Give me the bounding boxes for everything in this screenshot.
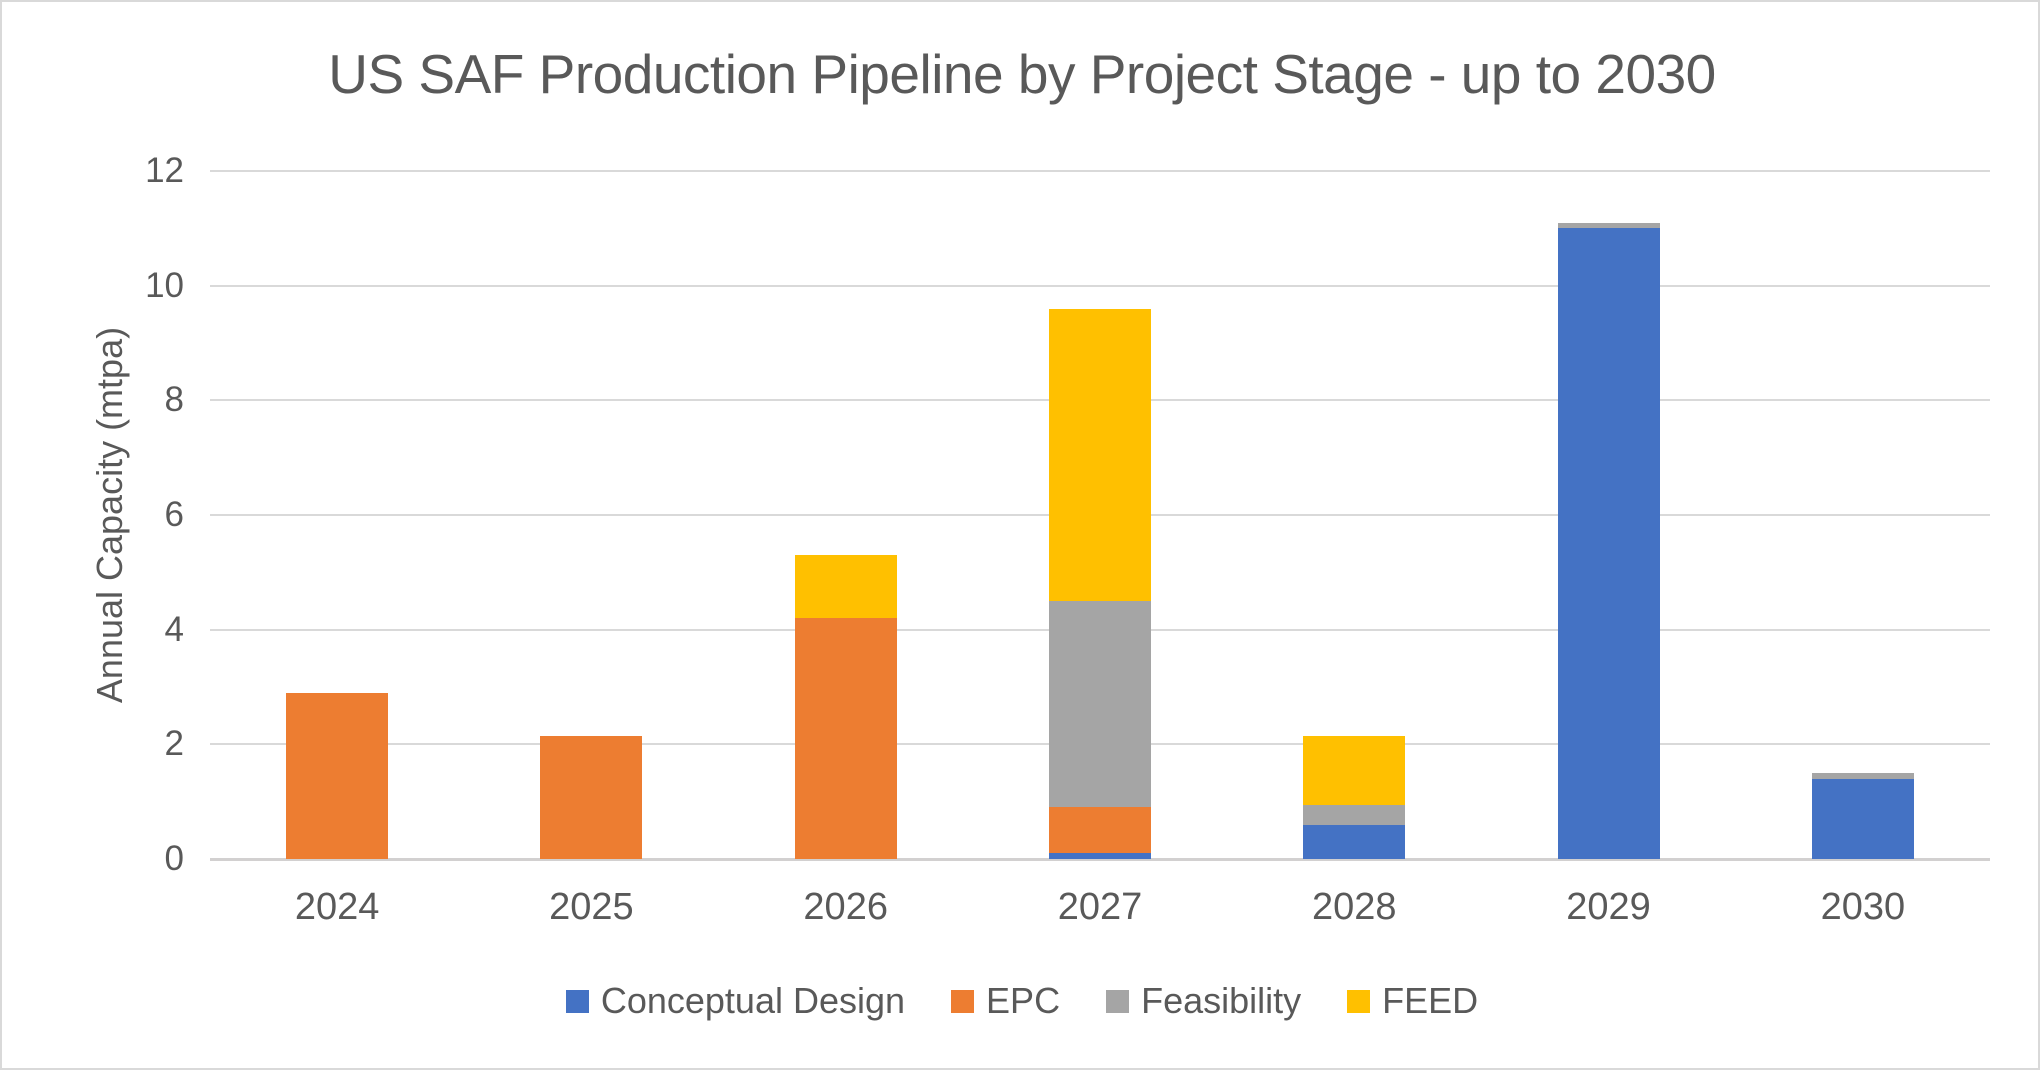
x-tick-label-2029: 2029 [1566,886,1651,928]
bar-segment-2024-epc [286,692,389,859]
y-tick-label-10: 10 [145,265,184,305]
bar-segment-2025-epc [540,735,643,859]
legend-item-feed: FEED [1347,980,1478,1022]
x-axis-line [210,858,1990,861]
x-tick-label-2027: 2027 [1057,886,1143,928]
gridline-12 [210,170,1990,172]
legend-item-epc: EPC [951,980,1060,1022]
y-tick-label-12: 12 [145,151,184,190]
x-tick-label-2025: 2025 [549,886,634,928]
legend-swatch-conceptual-design [565,989,589,1013]
legend-swatch-epc [951,989,975,1013]
x-tick-label-2028: 2028 [1312,886,1397,928]
legend: Conceptual Design EPC Feasibility FEED [2,980,2038,1022]
y-tick-label-4: 4 [164,609,184,649]
gridline-10 [210,284,1990,287]
x-tick-label-2024: 2024 [294,886,380,928]
legend-label-feed: FEED [1382,980,1479,1021]
legend-label-feasibility: Feasibility [1141,980,1302,1021]
bar-segment-2029-conceptual-design [1557,228,1660,859]
legend-swatch-feasibility [1106,989,1130,1013]
bar-segment-2026-feed [794,555,897,619]
y-tick-label-2: 2 [164,724,184,764]
bar-segment-2028-feed [1303,735,1406,805]
bar-segment-2027-conceptual-design [1049,853,1151,859]
bar-segment-2028-feasibility [1303,804,1406,825]
y-tick-label-0: 0 [164,839,184,878]
y-tick-label-8: 8 [164,380,184,420]
chart-title: US SAF Production Pipeline by Project St… [328,43,1716,105]
bar-segment-2028-conceptual-design [1303,824,1406,859]
bar-segment-2027-epc [1049,807,1151,854]
bar-segment-2030-conceptual-design [1811,778,1914,859]
bar-segment-2026-epc [794,618,897,859]
bar-segment-2027-feasibility [1049,601,1151,808]
y-tick-label-6: 6 [164,495,184,534]
legend-label-conceptual-design: Conceptual Design [600,980,906,1021]
bar-segment-2030-feasibility [1811,773,1914,779]
x-tick-label-2026: 2026 [803,886,888,928]
bar-segment-2029-feasibility [1557,222,1660,229]
x-tick-label-2030: 2030 [1820,886,1906,928]
legend-item-conceptual-design: Conceptual Design [565,980,906,1022]
legend-item-feasibility: Feasibility [1106,980,1301,1022]
legend-label-epc: EPC [986,980,1061,1021]
legend-swatch-feed [1347,989,1371,1013]
bar-segment-2027-feed [1049,308,1151,601]
